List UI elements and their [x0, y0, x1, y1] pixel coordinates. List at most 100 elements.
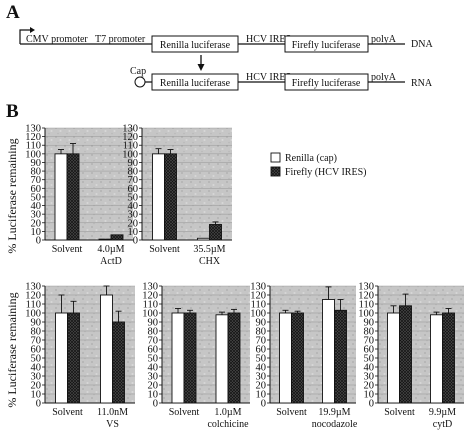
rna-construct: Cap Renilla luciferase HCV IRES Firefly … [130, 66, 433, 91]
bar-firefly [442, 312, 455, 404]
y-tick-label: 0 [153, 399, 158, 410]
y-tick-label: 50 [364, 354, 375, 365]
y-tick-label: 80 [364, 327, 375, 338]
y-tick-label: 90 [31, 318, 42, 329]
promoter-arrowhead [30, 27, 35, 33]
y-tick-label: 20 [364, 381, 375, 392]
y-tick-label: 30 [256, 372, 267, 383]
bar-renilla [322, 299, 335, 404]
y-tick-label: 110 [143, 300, 158, 311]
x-category-label: Solvent [149, 244, 180, 255]
y-tick-label: 50 [31, 354, 42, 365]
y-tick-label: 80 [128, 167, 139, 178]
y-tick-label: 30 [31, 372, 42, 383]
y-tick-label: 20 [256, 381, 267, 392]
dna-label-t7: T7 promoter [95, 34, 146, 45]
bar-renilla [279, 312, 292, 404]
rna-label-cap: Cap [130, 66, 146, 77]
bar-renilla [98, 238, 112, 241]
bar-firefly [291, 312, 304, 404]
legend-label-renilla: Renilla (cap) [285, 153, 337, 164]
legend-swatch-renilla [270, 152, 281, 163]
y-tick-label: 20 [128, 218, 139, 229]
panel-b-label: B [6, 101, 19, 122]
dna-label-cmv: CMV promoter [26, 34, 88, 45]
y-tick-label: 0 [133, 236, 138, 247]
bar-renilla [387, 312, 400, 404]
dna-label-polya: polyA [371, 34, 397, 45]
rna-renilla-box [151, 73, 239, 91]
y-tick-label: 10 [256, 390, 267, 401]
y-tick-label: 80 [148, 327, 159, 338]
y-tick-label: 100 [25, 309, 41, 320]
x-treatment-label: colchicine [207, 419, 249, 430]
bar-renilla [55, 312, 68, 404]
y-tick-label: 80 [31, 167, 42, 178]
y-tick-label: 70 [256, 336, 267, 347]
y-tick-label: 30 [31, 210, 42, 221]
y-tick-label: 20 [31, 218, 42, 229]
bar-firefly [112, 321, 125, 404]
y-tick-label: 130 [25, 124, 41, 135]
y-tick-label: 70 [31, 175, 42, 186]
y-tick-label: 10 [31, 227, 42, 238]
y-tick-label: 90 [256, 318, 267, 329]
y-axis-title-bottom: % Luciferase remaining [5, 292, 19, 407]
y-tick-label: 100 [122, 149, 138, 160]
dna-label-renilla: Renilla luciferase [160, 40, 231, 51]
x-treatment-label: nocodazole [312, 419, 358, 430]
bar-firefly [66, 153, 80, 241]
bar-firefly [110, 234, 124, 241]
y-tick-label: 110 [251, 300, 266, 311]
y-tick-label: 110 [359, 300, 374, 311]
y-tick-label: 110 [26, 300, 41, 311]
bar-firefly [209, 224, 222, 241]
dna-label-dna: DNA [411, 39, 433, 50]
y-tick-label: 10 [364, 390, 375, 401]
x-category-label: Solvent [52, 407, 83, 418]
y-tick-label: 100 [25, 149, 41, 160]
bar-renilla [197, 237, 210, 241]
bar-renilla [152, 153, 165, 241]
x-category-label: Solvent [169, 407, 200, 418]
bar-firefly [334, 309, 347, 404]
y-tick-label: 80 [256, 327, 267, 338]
y-tick-label: 50 [128, 192, 139, 203]
rna-label-rna: RNA [411, 78, 433, 89]
bar-firefly [399, 305, 412, 404]
y-tick-label: 60 [364, 345, 375, 356]
y-tick-label: 10 [148, 390, 159, 401]
y-tick-label: 120 [250, 291, 266, 302]
y-tick-label: 90 [128, 158, 139, 169]
y-tick-label: 40 [364, 363, 375, 374]
y-tick-label: 50 [148, 354, 159, 365]
x-category-label: Solvent [276, 407, 307, 418]
y-tick-label: 110 [123, 141, 138, 152]
dna-label-ires: HCV IRES [246, 34, 291, 45]
bar-firefly [227, 312, 241, 404]
panel-a-label: A [6, 2, 20, 23]
rna-label-polya: polyA [371, 72, 397, 83]
promoter-arrow [19, 29, 30, 44]
dna-construct: CMV promoter T7 promoter Renilla lucifer… [19, 27, 433, 53]
y-tick-label: 50 [31, 192, 42, 203]
y-tick-label: 90 [31, 158, 42, 169]
y-tick-label: 110 [26, 141, 41, 152]
bar-renilla [430, 314, 443, 404]
y-tick-label: 20 [31, 381, 42, 392]
dna-label-firefly: Firefly luciferase [292, 40, 361, 51]
y-tick-label: 10 [31, 390, 42, 401]
y-tick-label: 40 [31, 201, 42, 212]
y-tick-label: 40 [128, 201, 139, 212]
y-tick-label: 0 [261, 399, 266, 410]
bar-firefly [183, 312, 197, 404]
y-tick-label: 30 [364, 372, 375, 383]
y-axis-title-top: % Luciferase remaining [5, 138, 19, 253]
y-tick-label: 120 [358, 291, 374, 302]
y-tick-label: 60 [31, 184, 42, 195]
